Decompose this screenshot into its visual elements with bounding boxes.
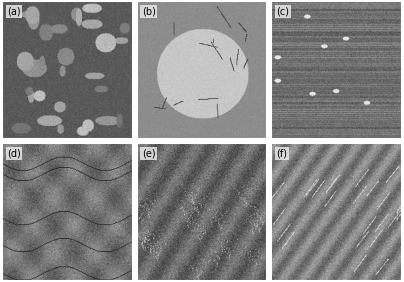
Text: (e): (e)	[142, 149, 156, 158]
Text: (d): (d)	[7, 149, 21, 158]
Text: (b): (b)	[142, 7, 156, 17]
Text: (c): (c)	[276, 7, 290, 17]
Text: (a): (a)	[7, 7, 21, 17]
Text: (f): (f)	[276, 149, 288, 158]
